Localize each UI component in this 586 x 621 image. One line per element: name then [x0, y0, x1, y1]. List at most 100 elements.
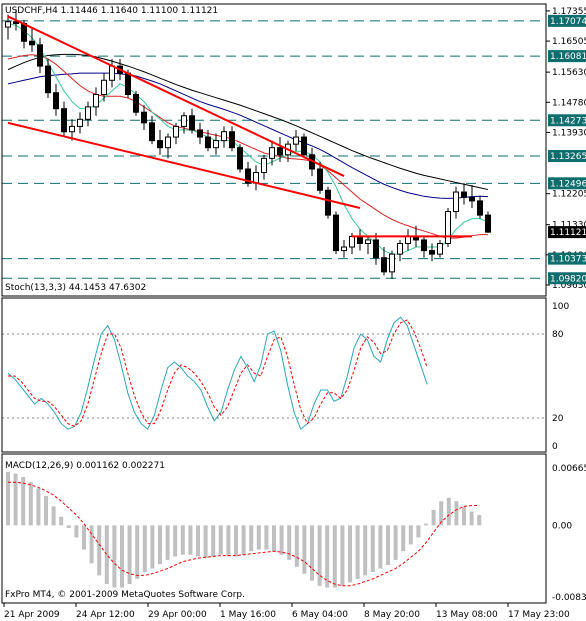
- candle-body: [365, 239, 371, 244]
- candle-body: [341, 246, 347, 252]
- candle-body: [421, 239, 427, 252]
- macd-histogram-bar: [104, 525, 109, 585]
- macd-histogram-bar: [66, 525, 71, 528]
- candle-body: [165, 136, 171, 149]
- macd-histogram-bar: [332, 525, 337, 588]
- level-label: 1.14273: [550, 116, 586, 126]
- macd-histogram-bar: [386, 525, 390, 566]
- candle-body: [125, 72, 131, 95]
- price-tick-label: 1.11330: [552, 221, 586, 231]
- stoch-header: Stoch(13,3,3) 44.1453 47.6302: [5, 283, 146, 293]
- candle-body: [357, 235, 363, 244]
- time-tick-label: 13 May 08:00: [436, 610, 498, 620]
- candle-body: [181, 115, 187, 127]
- macd-histogram-bar: [127, 525, 132, 585]
- candle-body: [149, 122, 155, 142]
- macd-histogram-bar: [310, 525, 314, 581]
- macd-histogram-bar: [302, 525, 307, 574]
- ma-mid-line: [7, 54, 488, 239]
- macd-histogram-bar: [120, 525, 124, 588]
- time-axis: 21 Apr 2009 24 Apr 12:00 29 Apr 00:00 1 May…: [3, 603, 570, 620]
- candle-body: [261, 157, 267, 174]
- macd-histogram-bar: [393, 525, 398, 560]
- macd-histogram-bar: [211, 525, 216, 557]
- level-label-box: [548, 50, 586, 63]
- candle-body: [69, 125, 75, 133]
- macd-pane: 0.00665 0.00 -0.00830: [6, 464, 586, 603]
- candle-body: [477, 200, 483, 216]
- candle-body: [37, 44, 43, 67]
- macd-histogram-bar: [218, 525, 223, 555]
- candle-body: [373, 239, 379, 259]
- level-label-box: [548, 252, 586, 265]
- candle-body: [453, 191, 459, 213]
- candle-body: [85, 106, 91, 120]
- macd-histogram-bar: [446, 497, 451, 526]
- macd-histogram-bar: [408, 525, 413, 545]
- price-tick-label: 1.14780: [552, 98, 586, 108]
- macd-histogram-bar: [173, 525, 178, 557]
- candle-body: [157, 140, 163, 149]
- current-price-box: [548, 226, 586, 239]
- ma-fast-line: [7, 23, 489, 255]
- macd-histogram-bar: [51, 506, 56, 526]
- price-header: USDCHF,H4 1.11446 1.11640 1.11100 1.1112…: [5, 6, 218, 16]
- macd-histogram-bar: [294, 525, 299, 567]
- time-tick-label: 1 May 16:00: [220, 610, 276, 620]
- level-label-box: [548, 150, 586, 163]
- level-label: 1.16081: [550, 52, 586, 62]
- candle-body: [485, 214, 491, 233]
- macd-histogram-bar: [234, 525, 238, 557]
- candle-body: [325, 189, 331, 216]
- candle-body: [237, 147, 243, 170]
- candle-body: [93, 93, 99, 108]
- price-tick-label: 1.09630: [552, 281, 586, 291]
- candle-body: [61, 108, 67, 133]
- level-label: 1.17074: [550, 17, 586, 27]
- macd-histogram-bar: [325, 525, 330, 588]
- macd-histogram-bar: [439, 501, 444, 526]
- candle-body: [461, 191, 467, 198]
- macd-histogram-bar: [135, 525, 140, 579]
- macd-histogram-bar: [279, 525, 284, 555]
- macd-histogram-bar: [355, 525, 360, 579]
- level-label: 1.13265: [550, 152, 586, 162]
- trend-line: [7, 121, 361, 209]
- candle-body: [429, 250, 435, 255]
- price-tick-label: 1.15630: [552, 68, 586, 78]
- macd-pane-frame: [1, 453, 547, 604]
- candle-body: [141, 111, 147, 124]
- candle-body: [221, 131, 227, 142]
- macd-histogram-bar: [431, 509, 436, 526]
- macd-histogram-bar: [454, 501, 459, 526]
- macd-histogram-bar: [241, 525, 246, 555]
- candle-body: [53, 92, 59, 110]
- time-tick-label: 29 Apr 00:00: [148, 610, 207, 620]
- candle-body: [101, 79, 107, 95]
- macd-histogram-bar: [287, 525, 292, 560]
- candle-body: [29, 40, 35, 46]
- macd-histogram-bar: [249, 525, 254, 552]
- candle-body: [397, 242, 403, 255]
- candle-body: [405, 235, 411, 244]
- macd-histogram-bar: [188, 525, 193, 555]
- time-tick-label: 17 May 23:00: [508, 610, 570, 620]
- candle-body: [277, 147, 283, 156]
- macd-header: MACD(12,26,9) 0.001162 0.002271: [5, 461, 165, 471]
- macd-histogram-bar: [165, 525, 170, 560]
- candle-body: [213, 140, 219, 149]
- macd-histogram-bar: [340, 525, 345, 586]
- macd-histogram-bar: [142, 525, 147, 572]
- level-label: 1.10373: [550, 255, 586, 265]
- ma-slow-line: [7, 72, 489, 199]
- candle-body: [5, 21, 11, 28]
- time-tick-label: 24 Apr 12:00: [76, 610, 135, 620]
- macd-histogram-bar: [82, 525, 86, 550]
- candle-body: [301, 136, 307, 156]
- level-label: 1.12496: [550, 179, 586, 189]
- macd-histogram-bar: [150, 525, 155, 569]
- candle-body: [13, 21, 19, 25]
- macd-histogram-bar: [378, 525, 383, 569]
- candle-body: [229, 131, 235, 149]
